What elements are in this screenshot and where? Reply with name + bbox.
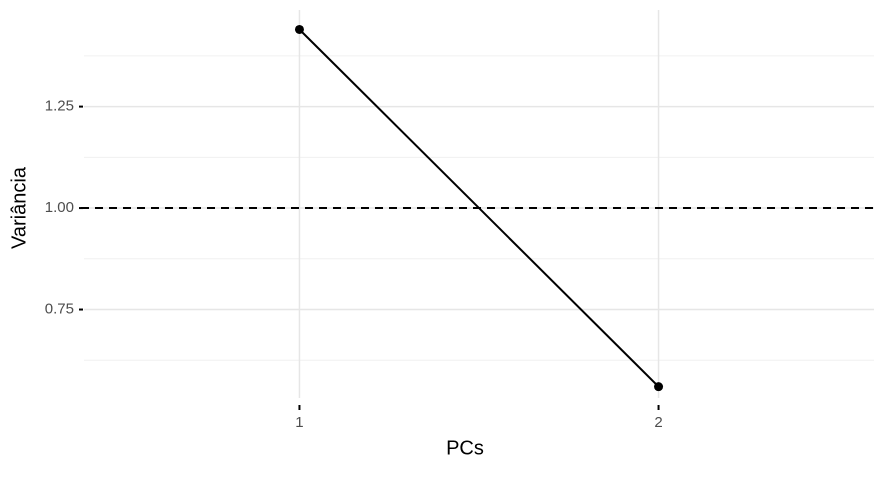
x-tick-label: 1 (295, 414, 303, 431)
series-line (298, 28, 660, 388)
point (654, 382, 664, 392)
y-tick-label: 1.25 (45, 98, 74, 115)
y-tick-label: 0.75 (45, 300, 74, 317)
x-axis-label: PCs (446, 437, 484, 459)
x-tick-label: 2 (654, 414, 662, 431)
y-axis-label: Variância (8, 166, 30, 249)
point (294, 24, 304, 34)
y-tick-label: 1.00 (45, 199, 74, 216)
